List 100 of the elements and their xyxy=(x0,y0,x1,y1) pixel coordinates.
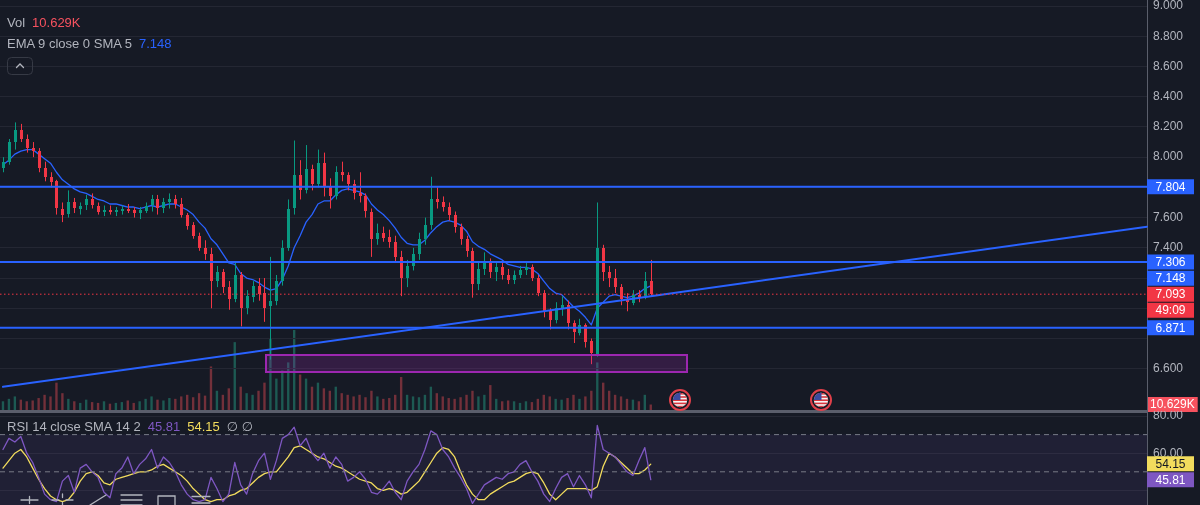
candlestick xyxy=(364,192,367,219)
bar xyxy=(55,382,58,411)
candlestick xyxy=(204,239,207,261)
annotation: 7.148 xyxy=(139,36,172,52)
bar xyxy=(275,378,278,411)
candlestick xyxy=(26,133,29,154)
candlestick xyxy=(388,229,391,249)
annotation: ∅ ∅ xyxy=(226,419,254,435)
bar xyxy=(453,398,456,411)
bar xyxy=(156,399,159,411)
y-tick-label: 8.400 xyxy=(1153,89,1184,104)
candlestick xyxy=(156,194,159,216)
candlestick xyxy=(602,244,605,282)
candlestick xyxy=(180,197,183,219)
candlestick xyxy=(644,271,647,300)
bar xyxy=(138,401,141,411)
y-tick-label: 8.200 xyxy=(1153,119,1184,134)
bar xyxy=(584,396,587,411)
ref-line-label: 7.804 xyxy=(1155,179,1186,194)
bar xyxy=(43,394,46,411)
candlestick xyxy=(44,161,47,182)
bar xyxy=(346,394,349,411)
y-tick-label: 9.000 xyxy=(1153,0,1184,13)
y-tick-label: 8.600 xyxy=(1153,58,1184,73)
candlestick xyxy=(483,251,486,276)
candlestick xyxy=(305,144,308,194)
candlestick xyxy=(311,164,314,191)
bar xyxy=(352,396,355,411)
chart-title: Vol xyxy=(7,15,26,31)
bar xyxy=(376,396,379,411)
annotation: 10.629K xyxy=(32,15,81,31)
bar xyxy=(590,390,593,411)
candlestick xyxy=(20,123,23,143)
candlestick xyxy=(335,165,338,200)
y-tick-label: 7.400 xyxy=(1153,240,1184,255)
candlestick xyxy=(67,189,70,219)
bar xyxy=(477,396,480,411)
bar xyxy=(263,382,266,411)
bar xyxy=(554,398,557,411)
candlestick xyxy=(590,337,593,365)
text: 49:09 xyxy=(1155,303,1186,318)
candlestick xyxy=(495,262,498,282)
y-tick-label: 8.000 xyxy=(1153,149,1184,164)
candlestick xyxy=(424,217,427,246)
text: EMA 9 close 0 SMA 5 xyxy=(7,36,133,52)
candlestick xyxy=(454,211,457,234)
bar xyxy=(471,390,474,411)
candlestick xyxy=(323,152,326,197)
candlestick xyxy=(466,235,469,258)
candlestick xyxy=(317,149,320,188)
y-tick-label: 6.600 xyxy=(1153,361,1184,375)
bar xyxy=(358,394,361,411)
ref-line-label: 7.306 xyxy=(1155,254,1186,269)
bar xyxy=(251,394,254,411)
text: 7.148 xyxy=(1155,271,1186,286)
bar xyxy=(370,390,373,411)
candlestick xyxy=(448,201,451,222)
bar xyxy=(37,398,40,411)
y-tick-label: 7.600 xyxy=(1153,209,1184,224)
bar xyxy=(49,396,52,411)
candlestick xyxy=(222,268,225,294)
bar xyxy=(67,398,70,411)
candlestick xyxy=(477,262,480,291)
candlestick xyxy=(198,232,201,252)
bar xyxy=(465,394,468,411)
bar xyxy=(364,397,367,411)
ref-line-label: 6.871 xyxy=(1155,320,1186,335)
candlestick xyxy=(489,257,492,279)
bar xyxy=(174,398,177,411)
candlestick xyxy=(61,201,64,223)
bar xyxy=(31,400,34,411)
bar xyxy=(483,394,486,411)
bar xyxy=(162,400,165,411)
candlestick xyxy=(38,147,41,173)
candlestick xyxy=(359,171,362,203)
candlestick xyxy=(376,223,379,246)
candlestick xyxy=(216,265,219,288)
candlestick xyxy=(246,289,249,315)
bar xyxy=(459,397,462,411)
candlestick xyxy=(347,171,350,191)
bar xyxy=(168,398,171,411)
candlestick xyxy=(418,232,421,261)
bar xyxy=(566,398,569,411)
candlestick xyxy=(275,274,278,306)
bar xyxy=(144,398,147,411)
candlestick xyxy=(436,186,439,210)
bar xyxy=(61,393,64,411)
candlestick xyxy=(14,121,17,151)
bar xyxy=(257,390,260,411)
candlestick xyxy=(341,161,344,182)
candlestick xyxy=(608,265,611,288)
bar xyxy=(572,394,575,411)
candlestick xyxy=(394,235,397,264)
annotation: 45.81 xyxy=(147,419,181,435)
text: RSI 14 close SMA 14 2 xyxy=(7,419,141,435)
annotation: 54.15 xyxy=(187,419,220,435)
bar xyxy=(578,398,581,411)
bar xyxy=(382,398,385,411)
candlestick xyxy=(234,262,237,303)
bar xyxy=(560,399,563,411)
